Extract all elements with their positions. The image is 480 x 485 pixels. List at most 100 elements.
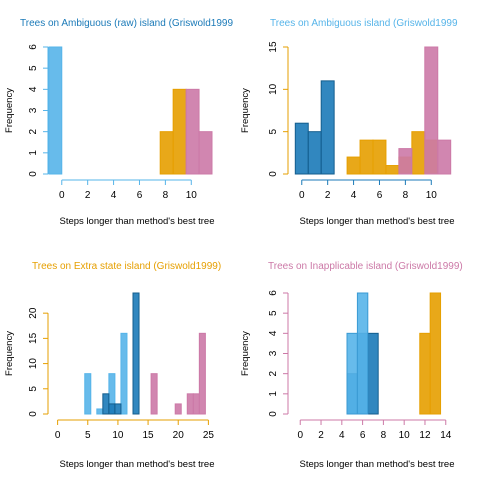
bar-series-3-bin-1: [347, 333, 357, 414]
histogram-panel-2: Trees on Ambiguous island (Griswold1999 0…: [240, 18, 458, 227]
histogram-panel-3: Trees on Extra state island (Griswold199…: [4, 261, 221, 470]
y-tick-label: 1: [28, 150, 39, 156]
x-tick-label: 4: [339, 430, 345, 441]
y-tick-label: 6: [28, 44, 39, 50]
y-tick-label: 0: [268, 411, 279, 417]
x-tick-label: 6: [137, 190, 143, 201]
bar-series-2-bin-1: [85, 374, 91, 414]
y-tick-label: 15: [28, 332, 39, 344]
y-axis-label: Frequency: [240, 331, 251, 376]
y-tick-label: 5: [28, 386, 39, 392]
bar-series-2-bin-2: [97, 409, 103, 414]
bar-series-1-bin-23: [187, 394, 193, 414]
x-tick-label: 8: [381, 430, 387, 441]
bar-series-1-bin-17: [151, 374, 157, 414]
x-tick-label: 20: [173, 430, 185, 441]
bar-series-1-bin-3: [321, 81, 334, 174]
bar-series-1-bin-1: [49, 47, 62, 174]
x-tick-label: 2: [85, 190, 91, 201]
x-tick-label: 6: [360, 430, 366, 441]
bar-series-1-bin-13: [420, 333, 430, 414]
bar-series-1-bin-1: [295, 123, 308, 174]
x-tick-label: 2: [325, 190, 331, 201]
bar-series-1-bin-24: [193, 394, 199, 414]
x-tick-label: 4: [111, 190, 117, 201]
x-tick-label: 6: [377, 190, 383, 201]
x-tick-label: 8: [403, 190, 409, 201]
bar-series-2-bin-2: [360, 140, 373, 174]
chart-title: Trees on Extra state island (Griswold199…: [32, 261, 221, 272]
x-tick-label: 0: [299, 190, 305, 201]
x-tick-label: 10: [112, 430, 124, 441]
y-tick-label: 0: [268, 171, 279, 177]
bar-series-1-bin-21: [175, 404, 181, 414]
x-tick-label: 0: [297, 430, 303, 441]
x-tick-label: 15: [143, 430, 155, 441]
histogram-panel-4: Trees on Inapplicable island (Griswold19…: [240, 261, 463, 470]
bar-series-1-bin-2: [308, 132, 321, 174]
bar-series-2-bin-2: [173, 89, 186, 174]
y-tick-label: 5: [28, 65, 39, 71]
bar-series-3-bin-2: [109, 404, 115, 414]
chart-title: Trees on Ambiguous (raw) island (Griswol…: [20, 18, 233, 29]
bar-series-2-bin-1: [347, 157, 360, 174]
bar-series-3-bin-3: [115, 404, 121, 414]
chart-title: Trees on Inapplicable island (Griswold19…: [268, 261, 463, 272]
x-tick-label: 8: [163, 190, 169, 201]
x-tick-label: 5: [85, 430, 91, 441]
chart-title: Trees on Ambiguous island (Griswold1999: [270, 18, 458, 29]
x-tick-label: 14: [440, 430, 452, 441]
x-tick-label: 0: [55, 430, 61, 441]
y-tick-label: 3: [268, 350, 279, 356]
y-tick-label: 5: [268, 128, 279, 134]
y-tick-label: 2: [268, 370, 279, 376]
x-tick-label: 10: [186, 190, 198, 201]
bar-series-1-bin-25: [199, 333, 205, 414]
bar-series-3-bin-1: [103, 394, 109, 414]
bar-series-3-bin-3: [425, 47, 438, 174]
x-axis-label: Steps longer than method's best tree: [60, 216, 215, 227]
y-tick-label: 5: [268, 310, 279, 316]
bar-series-3-bin-1: [399, 149, 412, 174]
y-tick-label: 1: [268, 391, 279, 397]
bar-series-2-bin-4: [121, 333, 127, 414]
bar-series-3-bin-4: [133, 293, 139, 414]
x-tick-label: 10: [399, 430, 411, 441]
y-axis-label: Frequency: [240, 88, 251, 133]
bar-series-1-bin-14: [430, 293, 440, 414]
y-tick-label: 4: [28, 86, 39, 92]
y-tick-label: 6: [268, 290, 279, 296]
x-tick-label: 12: [419, 430, 431, 441]
y-axis-label: Frequency: [4, 331, 15, 376]
x-tick-label: 10: [426, 190, 438, 201]
x-axis-label: Steps longer than method's best tree: [300, 216, 455, 227]
bar-series-3-bin-4: [438, 140, 451, 174]
y-tick-label: 0: [28, 411, 39, 417]
y-tick-label: 10: [268, 83, 279, 95]
y-tick-label: 2: [28, 128, 39, 134]
bar-series-2-bin-1: [160, 132, 173, 174]
bar-series-2-bin-4: [386, 166, 399, 174]
bar-series-2-bin-3: [373, 140, 386, 174]
x-tick-label: 4: [351, 190, 357, 201]
bar-series-3-bin-1: [186, 89, 199, 174]
x-axis-label: Steps longer than method's best tree: [60, 459, 215, 470]
bar-series-2-bin-6: [412, 132, 425, 174]
x-tick-label: 25: [203, 430, 215, 441]
bar-series-3-bin-2: [199, 132, 212, 174]
x-tick-label: 2: [318, 430, 324, 441]
y-tick-label: 20: [28, 307, 39, 319]
x-tick-label: 0: [59, 190, 65, 201]
x-axis-label: Steps longer than method's best tree: [300, 459, 455, 470]
bar-series-2-bin-3: [368, 333, 378, 414]
y-tick-label: 15: [268, 41, 279, 53]
bar-series-3-bin-2: [357, 293, 367, 414]
histogram-panel-1: Trees on Ambiguous (raw) island (Griswol…: [4, 18, 233, 227]
y-tick-label: 3: [28, 107, 39, 113]
y-tick-label: 4: [268, 330, 279, 336]
y-axis-label: Frequency: [4, 88, 15, 133]
y-tick-label: 0: [28, 171, 39, 177]
y-tick-label: 10: [28, 358, 39, 370]
